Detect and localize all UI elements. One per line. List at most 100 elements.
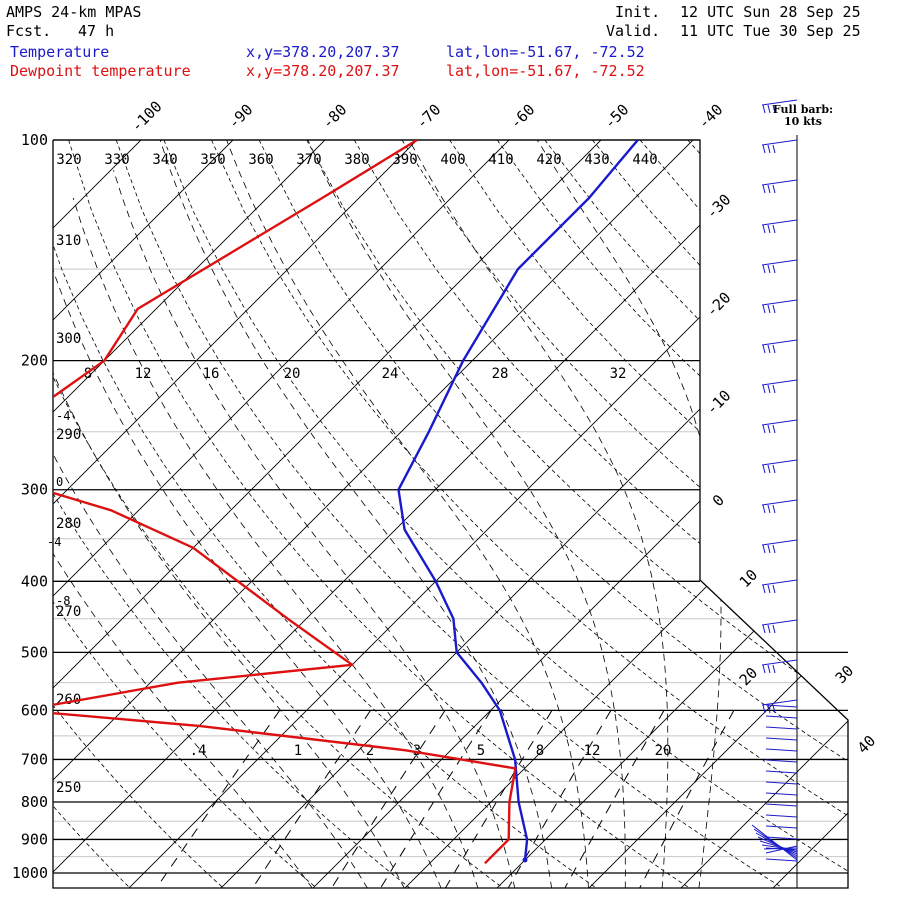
wind-barb-shaft [765,737,798,741]
pressure-label: 1000 [12,864,48,882]
wind-barb-shaft [765,825,798,829]
wind-barb-flag [772,304,776,314]
mixing-ratio-line [251,710,371,888]
theta-e-label: 24 [382,366,399,382]
wind-barb-flag [772,344,776,354]
theta-label-top: 350 [200,152,225,168]
wind-barb-flag [767,504,771,514]
wind-barb-flag [767,384,771,394]
isotherm-line [53,140,234,888]
wind-barb-shaft [765,836,798,840]
wind-barb-shaft [765,803,798,807]
theta-label-top: 340 [152,152,177,168]
legend-temperature-name: Temperature [10,43,110,61]
wind-barb-flag [762,384,766,394]
wind-barb [761,219,798,234]
dry-adiabat [258,140,848,888]
surface-temperature-marker [522,857,528,863]
dry-adiabat [639,140,848,888]
pressure-label: 200 [21,352,48,370]
wind-barb-flag [772,584,776,594]
minor-left-label: 0 [56,475,63,489]
pressure-label: 800 [21,793,48,811]
wind-barb-cluster [761,844,798,851]
isotherm-label: 40 [854,732,880,758]
dry-adiabat [0,140,37,889]
init-time: 12 UTC Sun 28 Sep 25 [680,3,861,21]
wind-barb [761,299,798,314]
wind-barb-cluster [755,832,798,857]
mixing-ratio-line [507,710,612,888]
isotherm-line [772,140,848,888]
mixing-ratio-label: .4 [190,743,207,759]
isotherm-line [312,140,848,888]
mixing-ratio-label: 12 [584,743,601,759]
wind-barb [761,99,798,114]
theta-label-top: 410 [488,152,513,168]
moist-adiabat [53,223,442,888]
wind-barb-shaft [761,499,798,506]
theta-label-top: 330 [104,152,129,168]
wind-barb-flag [772,184,776,194]
isotherm-line [53,140,326,888]
wind-barb-shaft [761,579,798,586]
theta-label-left: 270 [56,604,81,620]
minor-left-label: -8 [56,594,70,608]
wind-barb [761,539,798,554]
wind-barb-shaft [765,814,798,818]
dry-adiabat [53,140,411,888]
moist-adiabat [159,140,553,888]
wind-barb-flag [767,464,771,474]
wind-barb-flag [772,544,776,554]
wind-barb [761,579,798,594]
pressure-label: 600 [21,701,48,719]
wind-barb-flag [762,464,766,474]
wind-barb-flag [762,304,766,314]
moist-adiabat [226,140,589,888]
wind-barb-flag [767,424,771,434]
theta-label-top: 420 [536,152,561,168]
wind-barb-shaft [761,619,798,626]
theta-label-left: 280 [56,516,81,532]
mixing-ratio-line [564,710,665,888]
isotherm-label: 30 [832,662,858,688]
wind-barb-shaft [761,659,798,666]
theta-label-left: 300 [56,331,81,347]
barb-note-line2: 10 kts [784,115,822,128]
mixing-ratio-line [379,710,492,888]
wind-barb-flag [767,264,771,274]
wind-barb [761,179,798,194]
isotherm-line [588,140,848,888]
wind-barb-flag [762,624,766,634]
theta-label-top: 380 [344,152,369,168]
wind-barb-cluster [757,836,798,855]
wind-barb-flag [767,624,771,634]
isotherm-label: 20 [736,664,762,690]
mixing-ratio-label: 20 [655,743,672,759]
isotherm-line [53,140,418,888]
wind-barb-shaft [761,139,798,146]
wind-barb [761,139,798,154]
wind-barb-shaft [765,759,798,763]
wind-barb-flag [767,304,771,314]
dry-adiabat [53,140,225,888]
isotherm-label: 10 [736,566,762,592]
isotherm-label: -30 [703,191,735,223]
moist-adiabat [72,197,479,888]
dry-adiabat [53,140,598,888]
dewpoint-profile [53,140,517,865]
wind-barb-flag [762,664,766,674]
wind-barb-flag [767,544,771,554]
valid-time: 11 UTC Tue 30 Sep 25 [680,22,861,40]
dry-adiabat [163,140,848,888]
wind-barb-shaft [765,770,798,774]
wind-barb-flag [772,704,776,714]
wind-barb [761,699,798,714]
minor-left-label: -4 [47,535,61,549]
pressure-label: 700 [21,750,48,768]
dry-adiabat [53,140,504,888]
wind-barb [761,499,798,514]
pressure-label: 500 [21,643,48,661]
